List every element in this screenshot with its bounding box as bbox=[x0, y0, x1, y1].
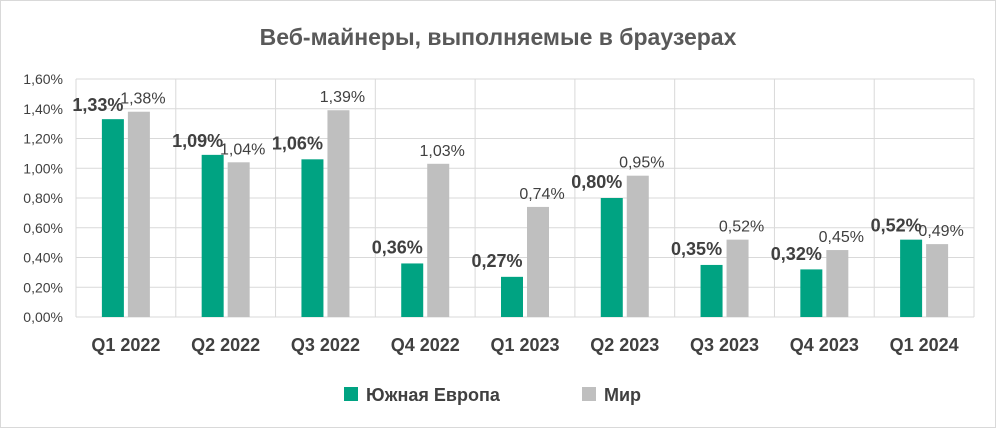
data-label-world: 0,95% bbox=[619, 155, 664, 172]
bar-world bbox=[926, 244, 949, 317]
data-label-southern-europe: 0,52% bbox=[871, 216, 922, 236]
x-category-label: Q3 2022 bbox=[291, 335, 360, 355]
legend-label-world: Мир bbox=[604, 385, 641, 405]
legend-swatch-southern-europe bbox=[344, 387, 358, 401]
legend: Южная Европа Мир bbox=[344, 385, 641, 405]
bar-southern-europe bbox=[900, 239, 923, 317]
y-tick-label: 0,00% bbox=[23, 309, 63, 325]
legend-label-southern-europe: Южная Европа bbox=[366, 385, 501, 405]
chart-title: Веб-майнеры, выполняемые в браузерах bbox=[260, 24, 737, 50]
bar-world bbox=[127, 111, 150, 317]
y-axis-ticks: 0,00% 0,20% 0,40% 0,60% 0,80% 1,00% 1,20% 1,40%… bbox=[23, 71, 63, 325]
data-label-world: 0,74% bbox=[519, 186, 564, 203]
x-category-label: Q2 2023 bbox=[590, 335, 659, 355]
data-label-world: 0,45% bbox=[819, 229, 864, 246]
gridlines bbox=[75, 78, 975, 318]
bars bbox=[101, 110, 949, 317]
bar-world bbox=[327, 110, 350, 317]
bar-world bbox=[726, 239, 749, 317]
legend-item-southern-europe: Южная Европа bbox=[344, 385, 501, 405]
data-label-world: 1,39% bbox=[320, 89, 365, 106]
data-label-southern-europe: 1,06% bbox=[272, 133, 323, 153]
data-label-southern-europe: 0,27% bbox=[471, 251, 522, 271]
y-tick-label: 1,40% bbox=[23, 101, 63, 117]
data-label-southern-europe: 1,09% bbox=[172, 131, 223, 151]
x-category-label: Q2 2022 bbox=[191, 335, 260, 355]
bar-southern-europe bbox=[600, 198, 623, 317]
bar-world bbox=[826, 250, 849, 317]
data-label-southern-europe: 0,35% bbox=[671, 239, 722, 259]
legend-item-world: Мир bbox=[582, 385, 641, 405]
bar-southern-europe bbox=[700, 264, 723, 317]
bar-world bbox=[427, 163, 450, 317]
y-tick-label: 0,60% bbox=[23, 220, 63, 236]
y-tick-label: 1,20% bbox=[23, 131, 63, 147]
bar-southern-europe bbox=[800, 269, 823, 317]
data-label-world: 1,03% bbox=[420, 143, 465, 160]
data-label-southern-europe: 0,32% bbox=[771, 244, 822, 264]
x-category-label: Q3 2023 bbox=[690, 335, 759, 355]
y-tick-label: 0,20% bbox=[23, 279, 63, 295]
data-label-southern-europe: 0,36% bbox=[372, 237, 423, 257]
bar-world bbox=[626, 175, 649, 317]
x-category-label: Q1 2024 bbox=[890, 335, 959, 355]
bar-world bbox=[227, 162, 250, 317]
x-category-label: Q4 2022 bbox=[391, 335, 460, 355]
y-tick-label: 0,80% bbox=[23, 190, 63, 206]
legend-swatch-world bbox=[582, 387, 596, 401]
x-category-label: Q1 2023 bbox=[490, 335, 559, 355]
x-category-label: Q1 2022 bbox=[91, 335, 160, 355]
data-labels: 1,38%1,33% 1,04%1,09% 1,39% 1,06% 1,03% 0,36%… bbox=[72, 89, 963, 271]
y-tick-label: 1,60% bbox=[23, 71, 63, 87]
bar-southern-europe bbox=[101, 119, 124, 317]
bar-southern-europe bbox=[201, 154, 224, 317]
y-tick-label: 1,00% bbox=[23, 160, 63, 176]
data-label-southern-europe: 1,33% bbox=[72, 95, 123, 115]
data-label-world: 0,52% bbox=[719, 219, 764, 236]
data-label-southern-europe: 0,80% bbox=[571, 172, 622, 192]
bar-southern-europe bbox=[301, 159, 324, 317]
x-axis-categories: Q1 2022 Q2 2022 Q3 2022 Q4 2022 Q1 2023 Q2 20… bbox=[91, 335, 958, 355]
data-label-world: 0,49% bbox=[918, 223, 963, 240]
bar-southern-europe bbox=[401, 263, 424, 317]
data-label-world: 1,04% bbox=[220, 141, 265, 158]
y-tick-label: 0,40% bbox=[23, 250, 63, 266]
x-category-label: Q4 2023 bbox=[790, 335, 859, 355]
bar-southern-europe bbox=[501, 276, 523, 317]
bar-world bbox=[527, 206, 549, 317]
data-label-world: 1,38% bbox=[120, 91, 165, 108]
